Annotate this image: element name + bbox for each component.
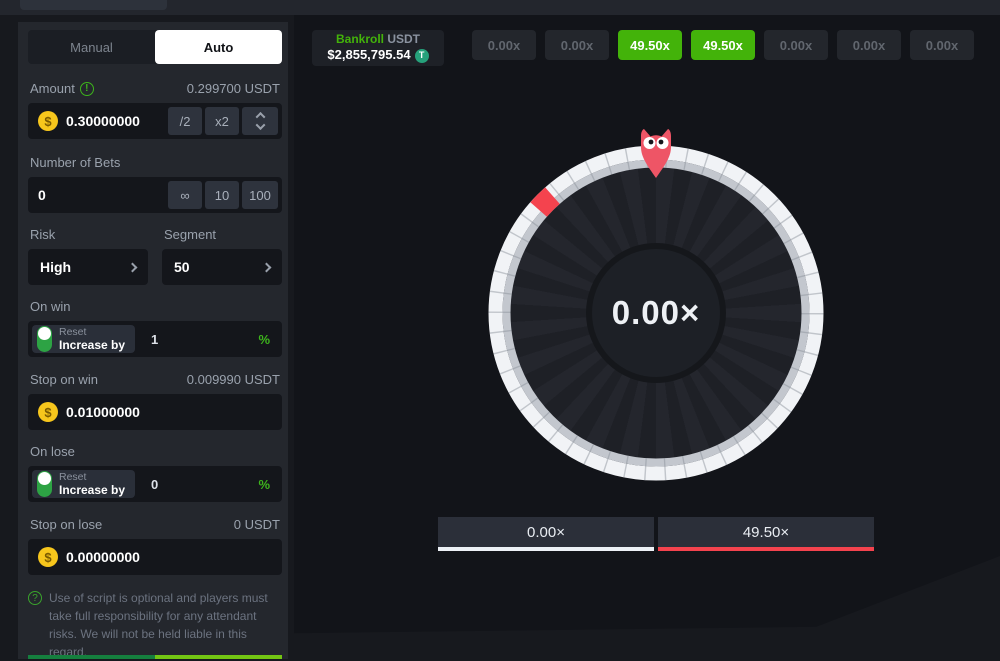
bets-input[interactable]: 0 ∞ 10 100 (28, 177, 282, 213)
history-badge[interactable]: 0.00x (910, 30, 974, 60)
stop-lose-label-row: Stop on lose 0 USDT (28, 517, 282, 532)
on-win-label-row: On win (28, 299, 282, 314)
toggle-switch-icon[interactable] (37, 326, 52, 352)
bets-label: Number of Bets (30, 155, 121, 170)
stop-win-label: Stop on win (30, 372, 98, 387)
segment-label: Segment (164, 227, 217, 242)
infinity-bets-button[interactable]: ∞ (168, 181, 202, 209)
disclaimer-text: Use of script is optional and players mu… (49, 591, 268, 659)
stop-win-value[interactable]: 0.01000000 (66, 404, 140, 420)
start-button-right[interactable] (155, 655, 282, 659)
on-win-increase-option[interactable]: Increase by (59, 338, 126, 353)
on-win-percent: % (258, 331, 270, 347)
amount-label: Amount (30, 81, 75, 96)
on-lose-percent: % (258, 476, 270, 492)
result-bars: 0.00× 49.50× (438, 517, 874, 551)
bankroll-display: Bankroll USDT $2,855,795.54 T (312, 30, 444, 66)
stop-lose-input[interactable]: $ 0.00000000 (28, 539, 282, 575)
history-badge[interactable]: 0.00x (545, 30, 609, 60)
current-multiplier: 0.00× (586, 243, 726, 383)
risk-select[interactable]: High (28, 249, 148, 285)
on-win-row: Reset Increase by 1 % (28, 321, 282, 357)
on-lose-value[interactable]: 0 (151, 476, 159, 492)
top-tab-stub[interactable] (20, 0, 167, 10)
on-lose-reset-option[interactable]: Reset (59, 470, 87, 483)
double-bet-button[interactable]: x2 (205, 107, 239, 135)
history-badge[interactable]: 0.00x (472, 30, 536, 60)
stop-lose-value[interactable]: 0.00000000 (66, 549, 140, 565)
amount-converted: 0.299700 USDT (186, 81, 280, 96)
tab-manual[interactable]: Manual (70, 39, 113, 55)
result-bar-lose[interactable]: 0.00× (438, 517, 654, 551)
bets-value[interactable]: 0 (38, 187, 46, 203)
bets-10-button[interactable]: 10 (205, 181, 239, 209)
on-lose-toggle[interactable]: Reset Increase by (32, 470, 136, 498)
question-icon: ? (28, 591, 42, 605)
tab-auto[interactable]: Auto (155, 30, 282, 64)
wheel: 0.00× (488, 129, 824, 481)
on-lose-increase-option[interactable]: Increase by (59, 483, 126, 498)
script-disclaimer: ? Use of script is optional and players … (28, 589, 282, 661)
stop-lose-converted: 0 USDT (233, 517, 280, 532)
on-lose-row: Reset Increase by 0 % (28, 466, 282, 502)
wheel-win-segment (488, 145, 824, 481)
top-bar (0, 0, 1000, 15)
stop-lose-label: Stop on lose (30, 517, 103, 532)
on-win-label: On win (30, 299, 71, 314)
segment-value: 50 (174, 259, 190, 275)
on-lose-label: On lose (30, 444, 75, 459)
coin-icon: $ (38, 547, 58, 567)
bankroll-value: $2,855,795.54 (327, 47, 411, 63)
amount-stepper[interactable] (242, 107, 278, 135)
history-badge[interactable]: 0.00x (764, 30, 828, 60)
amount-label-row: Amount ! 0.299700 USDT (28, 81, 282, 96)
multiplier-history: 0.00x 0.00x 49.50x 49.50x 0.00x 0.00x 0.… (472, 30, 974, 60)
segment-select[interactable]: 50 (162, 249, 282, 285)
bet-controls-panel: Manual Auto Amount ! 0.299700 USDT $ 0.3… (18, 22, 288, 659)
on-win-toggle[interactable]: Reset Increase by (32, 325, 136, 353)
bets-100-button[interactable]: 100 (242, 181, 278, 209)
mode-tabs: Manual Auto (28, 30, 282, 64)
half-bet-button[interactable]: /2 (168, 107, 202, 135)
chevron-right-icon (127, 262, 138, 272)
chevron-right-icon (261, 262, 272, 272)
chevron-down-icon[interactable] (255, 120, 265, 131)
on-lose-label-row: On lose (28, 444, 282, 459)
on-win-value[interactable]: 1 (151, 331, 159, 347)
tether-icon: T (414, 48, 429, 63)
amount-input[interactable]: $ 0.30000000 /2 x2 (28, 103, 282, 139)
coin-icon: $ (38, 111, 58, 131)
toggle-switch-icon[interactable] (37, 471, 52, 497)
risk-value: High (40, 259, 72, 275)
amount-value[interactable]: 0.30000000 (66, 113, 140, 129)
history-badge-win[interactable]: 49.50x (691, 30, 755, 60)
on-win-reset-option[interactable]: Reset (59, 325, 87, 338)
game-area: Bankroll USDT $2,855,795.54 T 0.00x 0.00… (288, 15, 1000, 659)
start-button-left[interactable] (28, 655, 155, 659)
bankroll-label: Bankroll (335, 32, 384, 47)
owl-pointer-icon (641, 129, 671, 178)
coin-icon: $ (38, 402, 58, 422)
stop-win-input[interactable]: $ 0.01000000 (28, 394, 282, 430)
result-bar-win[interactable]: 49.50× (658, 517, 874, 551)
stop-win-label-row: Stop on win 0.009990 USDT (28, 372, 282, 387)
bets-label-row: Number of Bets (28, 155, 282, 170)
history-badge-win[interactable]: 49.50x (618, 30, 682, 60)
history-badge[interactable]: 0.00x (837, 30, 901, 60)
risk-label: Risk (30, 227, 56, 242)
stop-win-converted: 0.009990 USDT (186, 372, 280, 387)
bankroll-currency: USDT (387, 32, 421, 47)
info-icon[interactable]: ! (79, 81, 94, 96)
start-button-strip[interactable] (28, 655, 282, 659)
